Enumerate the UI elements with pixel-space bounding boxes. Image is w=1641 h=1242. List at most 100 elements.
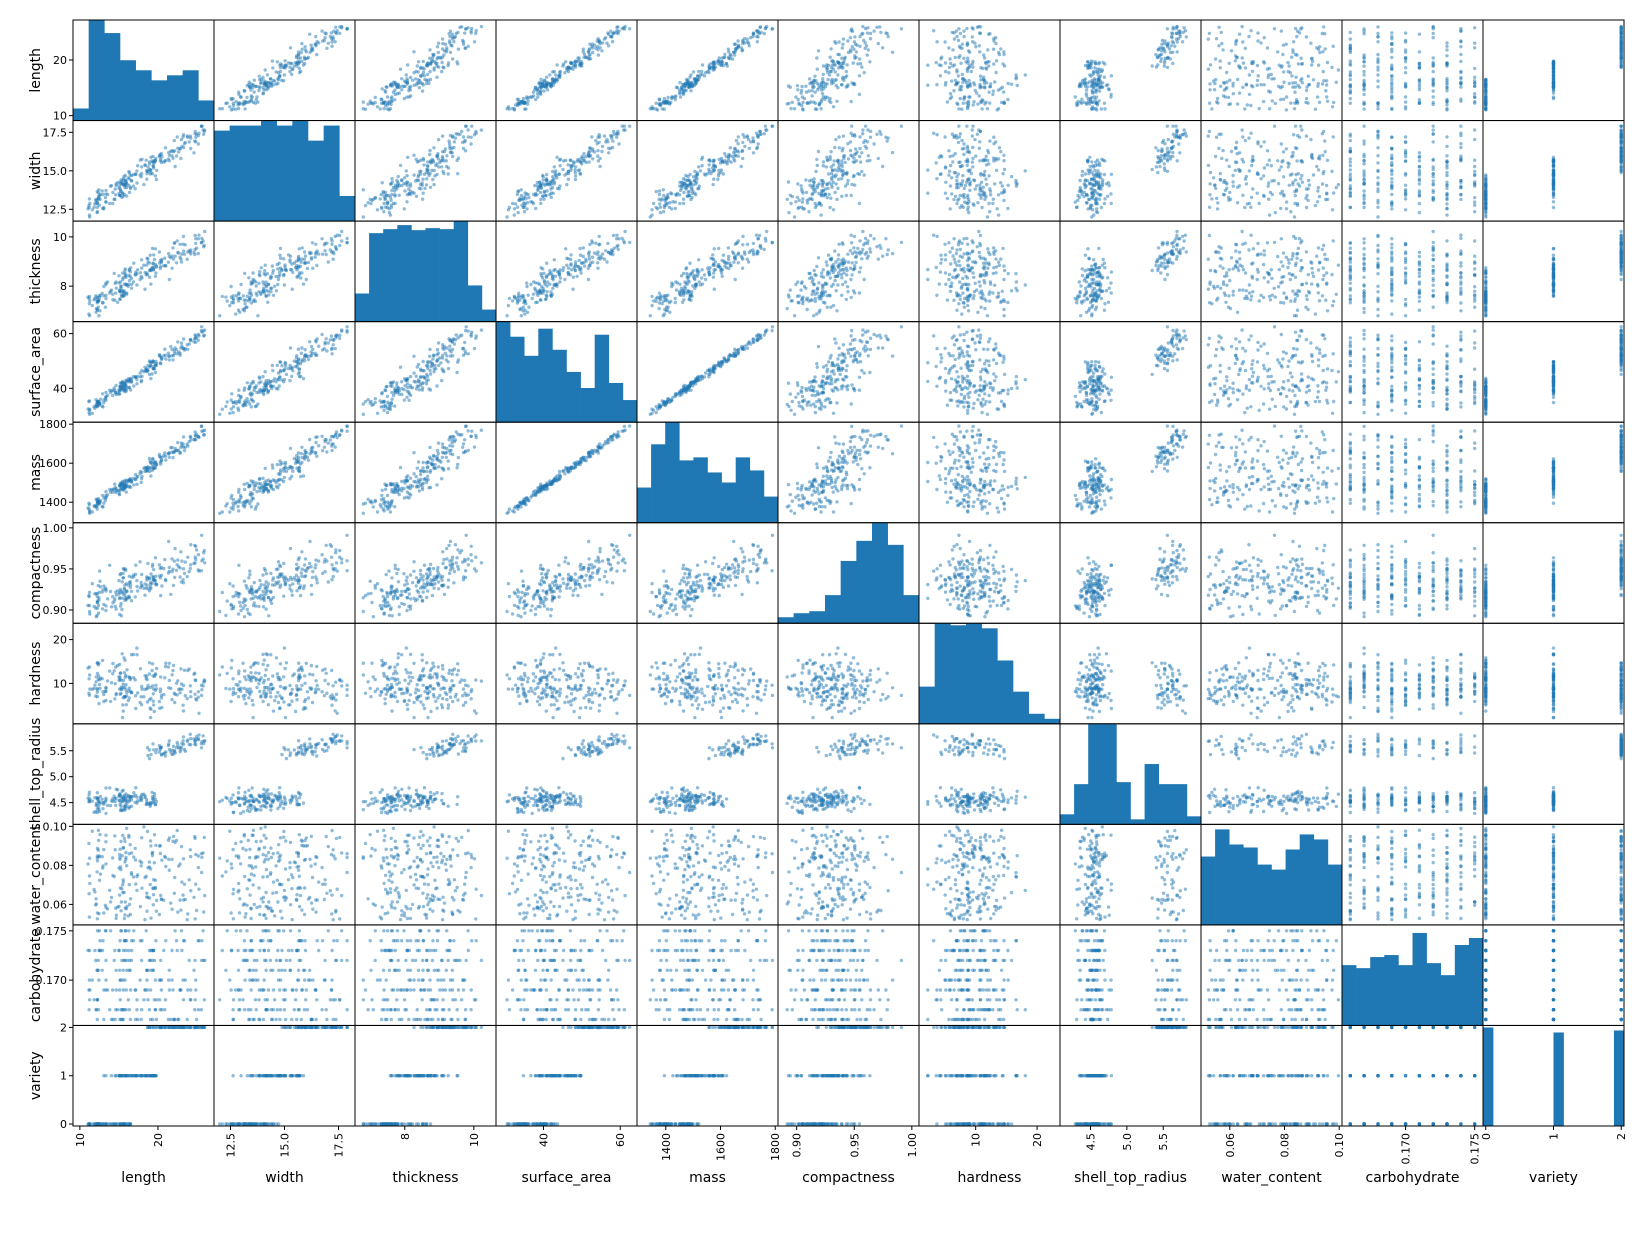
data-point xyxy=(1552,84,1555,87)
data-point xyxy=(1228,79,1231,82)
data-point xyxy=(1256,31,1259,34)
data-point xyxy=(1432,101,1435,104)
data-point xyxy=(567,170,570,173)
data-point xyxy=(1010,83,1013,86)
data-point xyxy=(1322,170,1325,173)
data-point xyxy=(752,151,755,154)
data-point xyxy=(722,172,725,175)
data-point xyxy=(854,147,857,150)
data-point xyxy=(1256,79,1259,82)
data-point xyxy=(1098,198,1101,201)
data-point xyxy=(1362,73,1365,76)
data-point xyxy=(1259,145,1262,148)
data-point xyxy=(1362,107,1365,110)
data-point xyxy=(986,48,989,51)
data-point xyxy=(1249,29,1252,32)
data-point xyxy=(833,62,836,65)
data-point xyxy=(1259,83,1262,86)
data-point xyxy=(1176,159,1179,162)
data-point xyxy=(868,60,871,63)
data-point xyxy=(658,189,661,192)
data-point xyxy=(959,62,962,65)
data-point xyxy=(1404,100,1407,103)
data-point xyxy=(422,157,425,160)
data-point xyxy=(539,202,542,205)
data-point xyxy=(830,178,833,181)
data-point xyxy=(1285,207,1288,210)
data-point xyxy=(939,74,942,77)
data-point xyxy=(757,142,760,145)
data-point xyxy=(741,157,744,160)
data-point xyxy=(526,201,529,204)
data-point xyxy=(828,193,831,196)
data-point xyxy=(978,140,981,143)
data-point xyxy=(1459,29,1462,32)
data-point xyxy=(801,95,804,98)
data-point xyxy=(1006,207,1009,210)
data-point xyxy=(801,200,804,203)
data-point xyxy=(251,83,254,86)
data-point xyxy=(1376,25,1379,28)
data-point xyxy=(539,191,542,194)
data-point xyxy=(409,184,412,187)
data-point xyxy=(1418,33,1421,36)
data-point xyxy=(1282,150,1285,153)
data-point xyxy=(397,175,400,178)
data-point xyxy=(814,206,817,209)
data-point xyxy=(1337,68,1340,71)
data-point xyxy=(967,95,970,98)
data-point xyxy=(1390,56,1393,59)
data-point xyxy=(1213,82,1216,85)
data-point xyxy=(152,166,155,169)
data-point xyxy=(235,100,238,103)
data-point xyxy=(480,128,483,131)
histogram-bar xyxy=(292,121,308,222)
data-point xyxy=(1089,85,1092,88)
data-point xyxy=(1229,198,1232,201)
data-point xyxy=(1171,62,1174,65)
data-point xyxy=(811,86,814,89)
data-point xyxy=(603,37,606,40)
data-point xyxy=(1110,202,1113,205)
data-point xyxy=(160,152,163,155)
data-point xyxy=(816,68,819,71)
data-point xyxy=(513,207,516,210)
data-point xyxy=(800,187,803,190)
data-point xyxy=(425,183,428,186)
data-point xyxy=(997,157,1000,160)
data-point xyxy=(1216,201,1219,204)
data-point xyxy=(818,103,821,106)
data-point xyxy=(579,172,582,175)
data-point xyxy=(194,136,197,139)
data-point xyxy=(844,76,847,79)
data-point xyxy=(388,211,391,214)
data-point xyxy=(454,35,457,38)
data-point xyxy=(1390,42,1393,45)
data-point xyxy=(1376,40,1379,43)
histogram-bar xyxy=(198,100,214,120)
data-point xyxy=(425,82,428,85)
data-point xyxy=(1169,51,1172,54)
data-point xyxy=(615,136,618,139)
data-point xyxy=(1085,184,1088,187)
data-point xyxy=(988,139,991,142)
data-point xyxy=(391,84,394,87)
data-point xyxy=(736,142,739,145)
data-point xyxy=(1445,89,1448,92)
data-point xyxy=(958,135,961,138)
data-point xyxy=(409,94,412,97)
data-point xyxy=(567,178,570,181)
data-point xyxy=(840,177,843,180)
data-point xyxy=(977,25,980,28)
data-point xyxy=(1290,56,1293,59)
data-point xyxy=(188,140,191,143)
data-point xyxy=(1214,57,1217,60)
data-point xyxy=(791,195,794,198)
data-point xyxy=(1349,78,1352,81)
data-point xyxy=(539,83,542,86)
data-point xyxy=(852,160,855,163)
data-point xyxy=(1294,125,1297,128)
cell-length-vs-shell_top_radius xyxy=(1060,20,1201,121)
data-point xyxy=(796,88,799,91)
data-point xyxy=(858,155,861,158)
